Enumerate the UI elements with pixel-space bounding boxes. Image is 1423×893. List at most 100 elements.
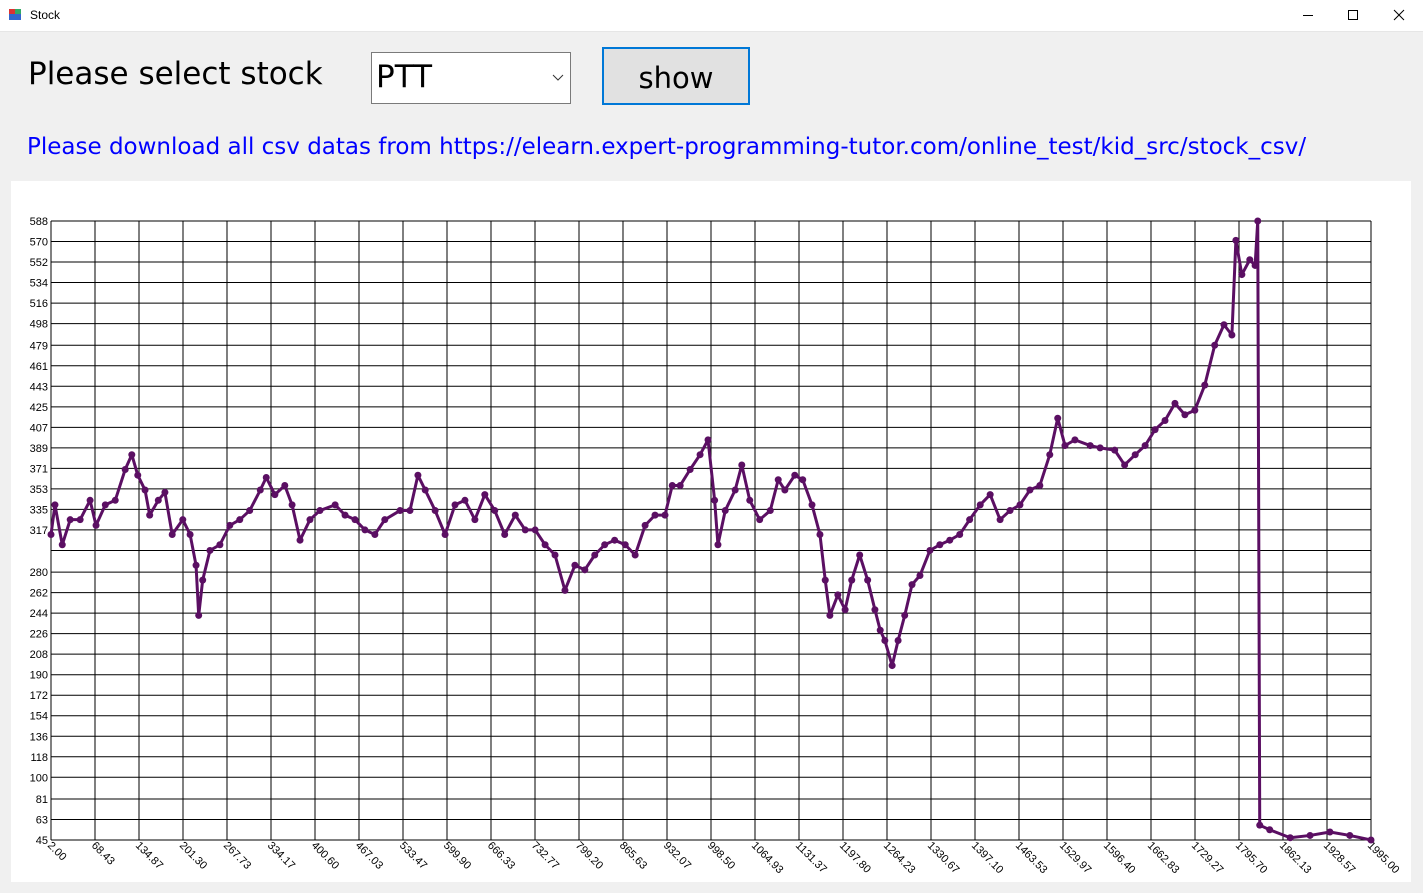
price-marker — [441, 530, 449, 538]
x-tick-label: 68.43 — [89, 840, 117, 868]
price-marker — [686, 466, 694, 474]
y-tick-label: 479 — [30, 340, 48, 352]
price-marker — [1121, 461, 1129, 469]
y-tick-label: 136 — [30, 731, 48, 743]
price-marker — [581, 566, 589, 574]
price-marker — [1171, 399, 1179, 407]
x-tick-label: 1397.10 — [969, 840, 1006, 877]
price-marker — [834, 591, 842, 599]
price-marker — [1181, 411, 1189, 419]
x-tick-label: 201.30 — [177, 840, 209, 872]
y-tick-label: 353 — [30, 484, 48, 496]
price-marker — [481, 491, 489, 499]
price-marker — [926, 546, 934, 554]
price-marker — [871, 606, 879, 614]
x-tick-label: 467.03 — [353, 840, 385, 872]
price-marker — [1228, 331, 1236, 339]
app-icon — [9, 9, 15, 14]
price-marker — [541, 541, 549, 549]
price-marker — [1151, 426, 1159, 434]
prompt-label: Please select stock — [28, 56, 323, 92]
price-marker — [1046, 451, 1054, 459]
price-marker — [236, 516, 244, 524]
price-marker — [192, 561, 200, 569]
close-button[interactable] — [1393, 9, 1405, 21]
x-tick-label: 1463.53 — [1013, 840, 1050, 877]
price-marker — [1256, 821, 1264, 829]
price-marker — [199, 576, 207, 584]
app-icon — [9, 14, 21, 20]
price-marker — [161, 488, 169, 496]
price-marker — [101, 501, 109, 509]
price-marker — [696, 451, 704, 459]
price-marker — [1201, 381, 1209, 389]
y-tick-label: 118 — [30, 752, 48, 764]
stock-dropdown[interactable]: PTT — [371, 52, 571, 104]
y-tick-label: 552 — [30, 257, 48, 269]
price-marker — [186, 530, 194, 538]
price-marker — [601, 541, 609, 549]
x-tick-label: 267.73 — [221, 840, 253, 872]
price-marker — [916, 572, 924, 580]
x-tick-label: 1995.00 — [1365, 840, 1402, 877]
price-marker — [92, 521, 100, 529]
price-marker — [841, 606, 849, 614]
x-tick-label: 1729.27 — [1189, 840, 1226, 877]
y-tick-label: 45 — [36, 835, 48, 847]
price-marker — [1161, 416, 1169, 424]
download-note: Please download all csv datas from https… — [27, 134, 1307, 160]
price-marker — [256, 486, 264, 494]
price-marker — [146, 511, 154, 519]
y-tick-label: 371 — [30, 463, 48, 475]
y-tick-label: 172 — [30, 690, 48, 702]
price-marker — [1367, 836, 1375, 844]
x-tick-label: 1795.70 — [1233, 840, 1270, 877]
maximize-button[interactable] — [1348, 10, 1358, 20]
price-marker — [1131, 451, 1139, 459]
price-marker — [711, 496, 719, 504]
price-marker — [1111, 446, 1119, 454]
price-marker — [1346, 831, 1354, 839]
price-marker — [361, 526, 369, 534]
y-tick-label: 335 — [30, 504, 48, 516]
y-tick-label: 81 — [36, 794, 48, 806]
title-bar-icons — [9, 9, 1405, 21]
price-marker — [1016, 501, 1024, 509]
title-bar: Stock — [0, 0, 1423, 32]
price-marker — [521, 526, 529, 534]
y-tick-label: 244 — [30, 608, 48, 620]
price-marker — [1286, 834, 1294, 842]
price-marker — [316, 507, 324, 515]
y-tick-label: 208 — [30, 649, 48, 661]
price-marker — [1238, 271, 1246, 279]
price-marker — [1026, 486, 1034, 494]
price-marker — [799, 476, 807, 484]
price-marker — [141, 486, 149, 494]
price-marker — [58, 541, 66, 549]
price-marker — [331, 501, 339, 509]
price-marker — [956, 530, 964, 538]
y-tick-label: 262 — [30, 588, 48, 600]
price-marker — [1141, 442, 1149, 450]
price-marker — [1266, 826, 1274, 834]
chart: 45 63 81 100 118 136 154 172 190 208 226 244 262 280 3… — [11, 181, 1411, 882]
y-tick-label: 588 — [30, 216, 48, 228]
show-button[interactable]: show — [602, 47, 750, 105]
price-marker — [551, 551, 559, 559]
price-marker — [966, 516, 974, 524]
price-marker — [821, 576, 829, 584]
price-marker — [996, 516, 1004, 524]
x-tick-label: 932.07 — [661, 840, 693, 872]
price-marker — [1071, 436, 1079, 444]
price-marker — [1086, 442, 1094, 450]
price-marker — [1306, 831, 1314, 839]
x-tick-label: 1064.93 — [749, 840, 786, 877]
price-marker — [414, 471, 422, 479]
price-marker — [501, 530, 509, 538]
price-marker — [756, 516, 764, 524]
price-marker — [306, 516, 314, 524]
price-marker — [86, 496, 94, 504]
window-title: Stock — [30, 8, 61, 22]
price-marker — [406, 507, 414, 515]
